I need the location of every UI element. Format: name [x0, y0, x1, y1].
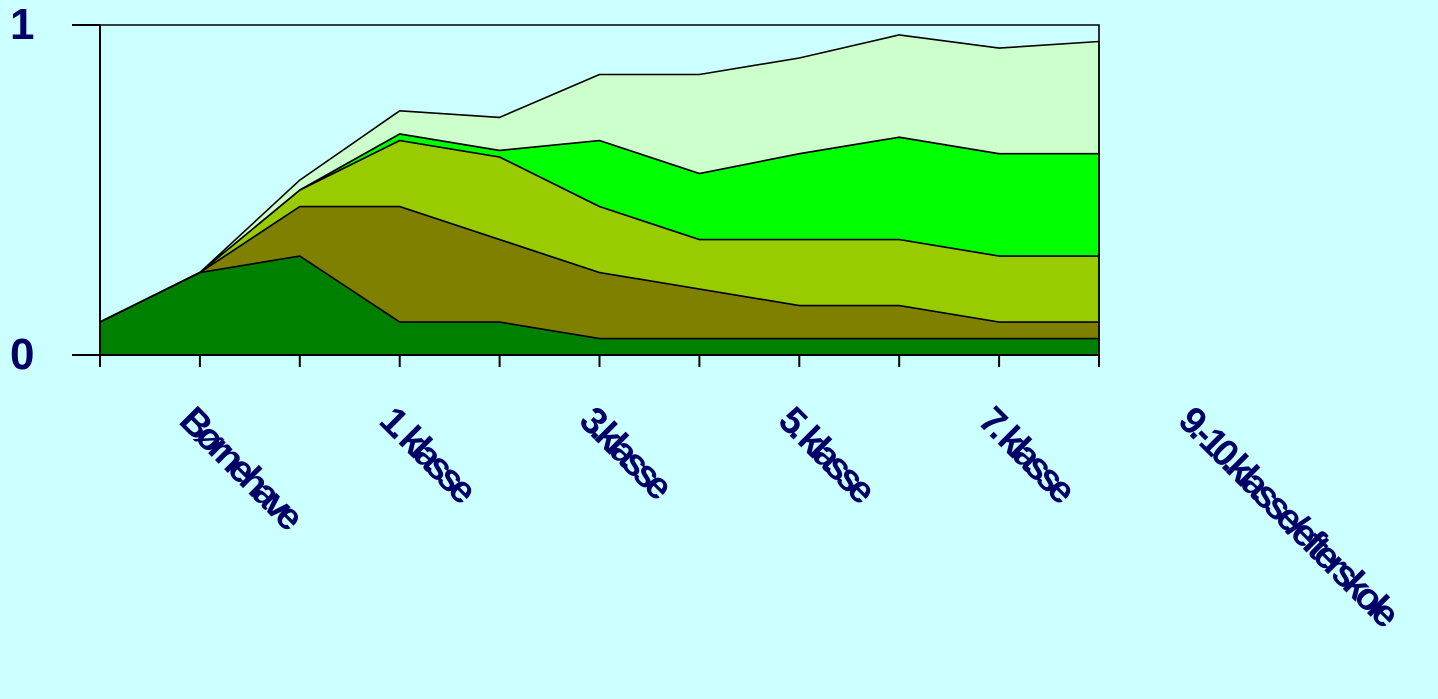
- plot-border: [100, 24, 1100, 355]
- y-tick-label: 0: [10, 330, 35, 379]
- y-tick-label: 1: [10, 0, 35, 49]
